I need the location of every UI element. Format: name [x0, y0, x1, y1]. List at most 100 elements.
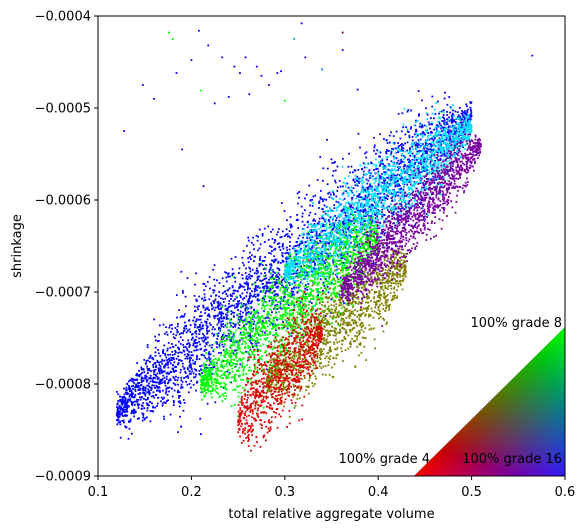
point	[320, 241, 322, 243]
point	[218, 343, 221, 346]
point	[240, 302, 243, 305]
point	[225, 308, 228, 310]
point	[393, 199, 396, 202]
point	[404, 133, 407, 136]
point	[144, 375, 147, 377]
point	[304, 197, 306, 200]
point	[394, 156, 396, 159]
point	[310, 223, 312, 226]
point	[363, 219, 365, 222]
point	[422, 143, 424, 146]
point	[385, 152, 388, 155]
point	[451, 112, 454, 115]
point	[208, 358, 211, 361]
point	[217, 300, 220, 303]
point	[257, 285, 260, 288]
point	[270, 230, 272, 233]
point	[312, 272, 315, 275]
point	[162, 323, 165, 326]
point	[306, 221, 309, 224]
point	[321, 241, 324, 244]
point	[175, 357, 178, 360]
point	[428, 142, 431, 145]
point	[146, 365, 148, 368]
point	[153, 373, 155, 376]
point	[293, 281, 296, 284]
point	[225, 316, 228, 319]
point	[370, 209, 373, 212]
point	[309, 204, 311, 207]
point	[426, 150, 429, 153]
point	[164, 392, 167, 395]
point	[134, 378, 137, 381]
point	[278, 245, 281, 248]
point	[206, 318, 209, 321]
point	[124, 425, 126, 428]
point	[129, 393, 132, 396]
point	[200, 327, 203, 330]
point	[401, 112, 404, 115]
point	[234, 306, 236, 309]
point	[413, 182, 416, 184]
point	[409, 147, 412, 150]
point	[420, 155, 423, 157]
point	[365, 199, 368, 201]
point	[331, 282, 333, 285]
point	[213, 317, 216, 320]
point	[336, 189, 339, 192]
point	[185, 327, 188, 330]
point	[288, 241, 291, 243]
point	[448, 131, 451, 133]
point	[291, 292, 294, 295]
point	[172, 358, 175, 361]
point	[422, 170, 425, 172]
point	[303, 264, 306, 267]
point	[392, 162, 395, 164]
point	[179, 371, 182, 374]
point	[325, 234, 328, 237]
point	[335, 265, 338, 268]
point	[222, 349, 225, 352]
point	[300, 205, 303, 208]
point	[306, 260, 309, 263]
point	[328, 196, 331, 199]
point	[345, 226, 348, 229]
point	[254, 288, 256, 291]
point	[299, 301, 302, 304]
point	[124, 398, 127, 401]
point	[267, 316, 270, 319]
point	[329, 226, 332, 229]
point	[313, 229, 315, 232]
point	[279, 297, 282, 300]
point	[355, 177, 357, 180]
point	[180, 387, 182, 389]
point	[299, 261, 302, 264]
point	[117, 393, 120, 396]
point	[366, 196, 369, 199]
point	[172, 357, 175, 359]
point	[255, 344, 258, 347]
point	[261, 320, 264, 322]
point	[292, 309, 294, 312]
point	[383, 187, 386, 189]
point	[194, 309, 197, 312]
point	[116, 407, 119, 410]
point	[439, 193, 442, 196]
point	[433, 177, 435, 180]
point	[276, 318, 278, 321]
point	[342, 234, 344, 236]
point	[247, 236, 250, 239]
point	[375, 168, 377, 170]
point	[291, 268, 294, 271]
point	[393, 193, 395, 196]
point	[210, 302, 212, 305]
point	[380, 186, 383, 188]
point	[383, 232, 386, 235]
point	[329, 216, 332, 219]
point	[268, 281, 271, 284]
point	[211, 308, 213, 311]
point	[312, 219, 314, 222]
point	[370, 215, 373, 218]
point	[124, 404, 126, 406]
point	[430, 172, 433, 175]
